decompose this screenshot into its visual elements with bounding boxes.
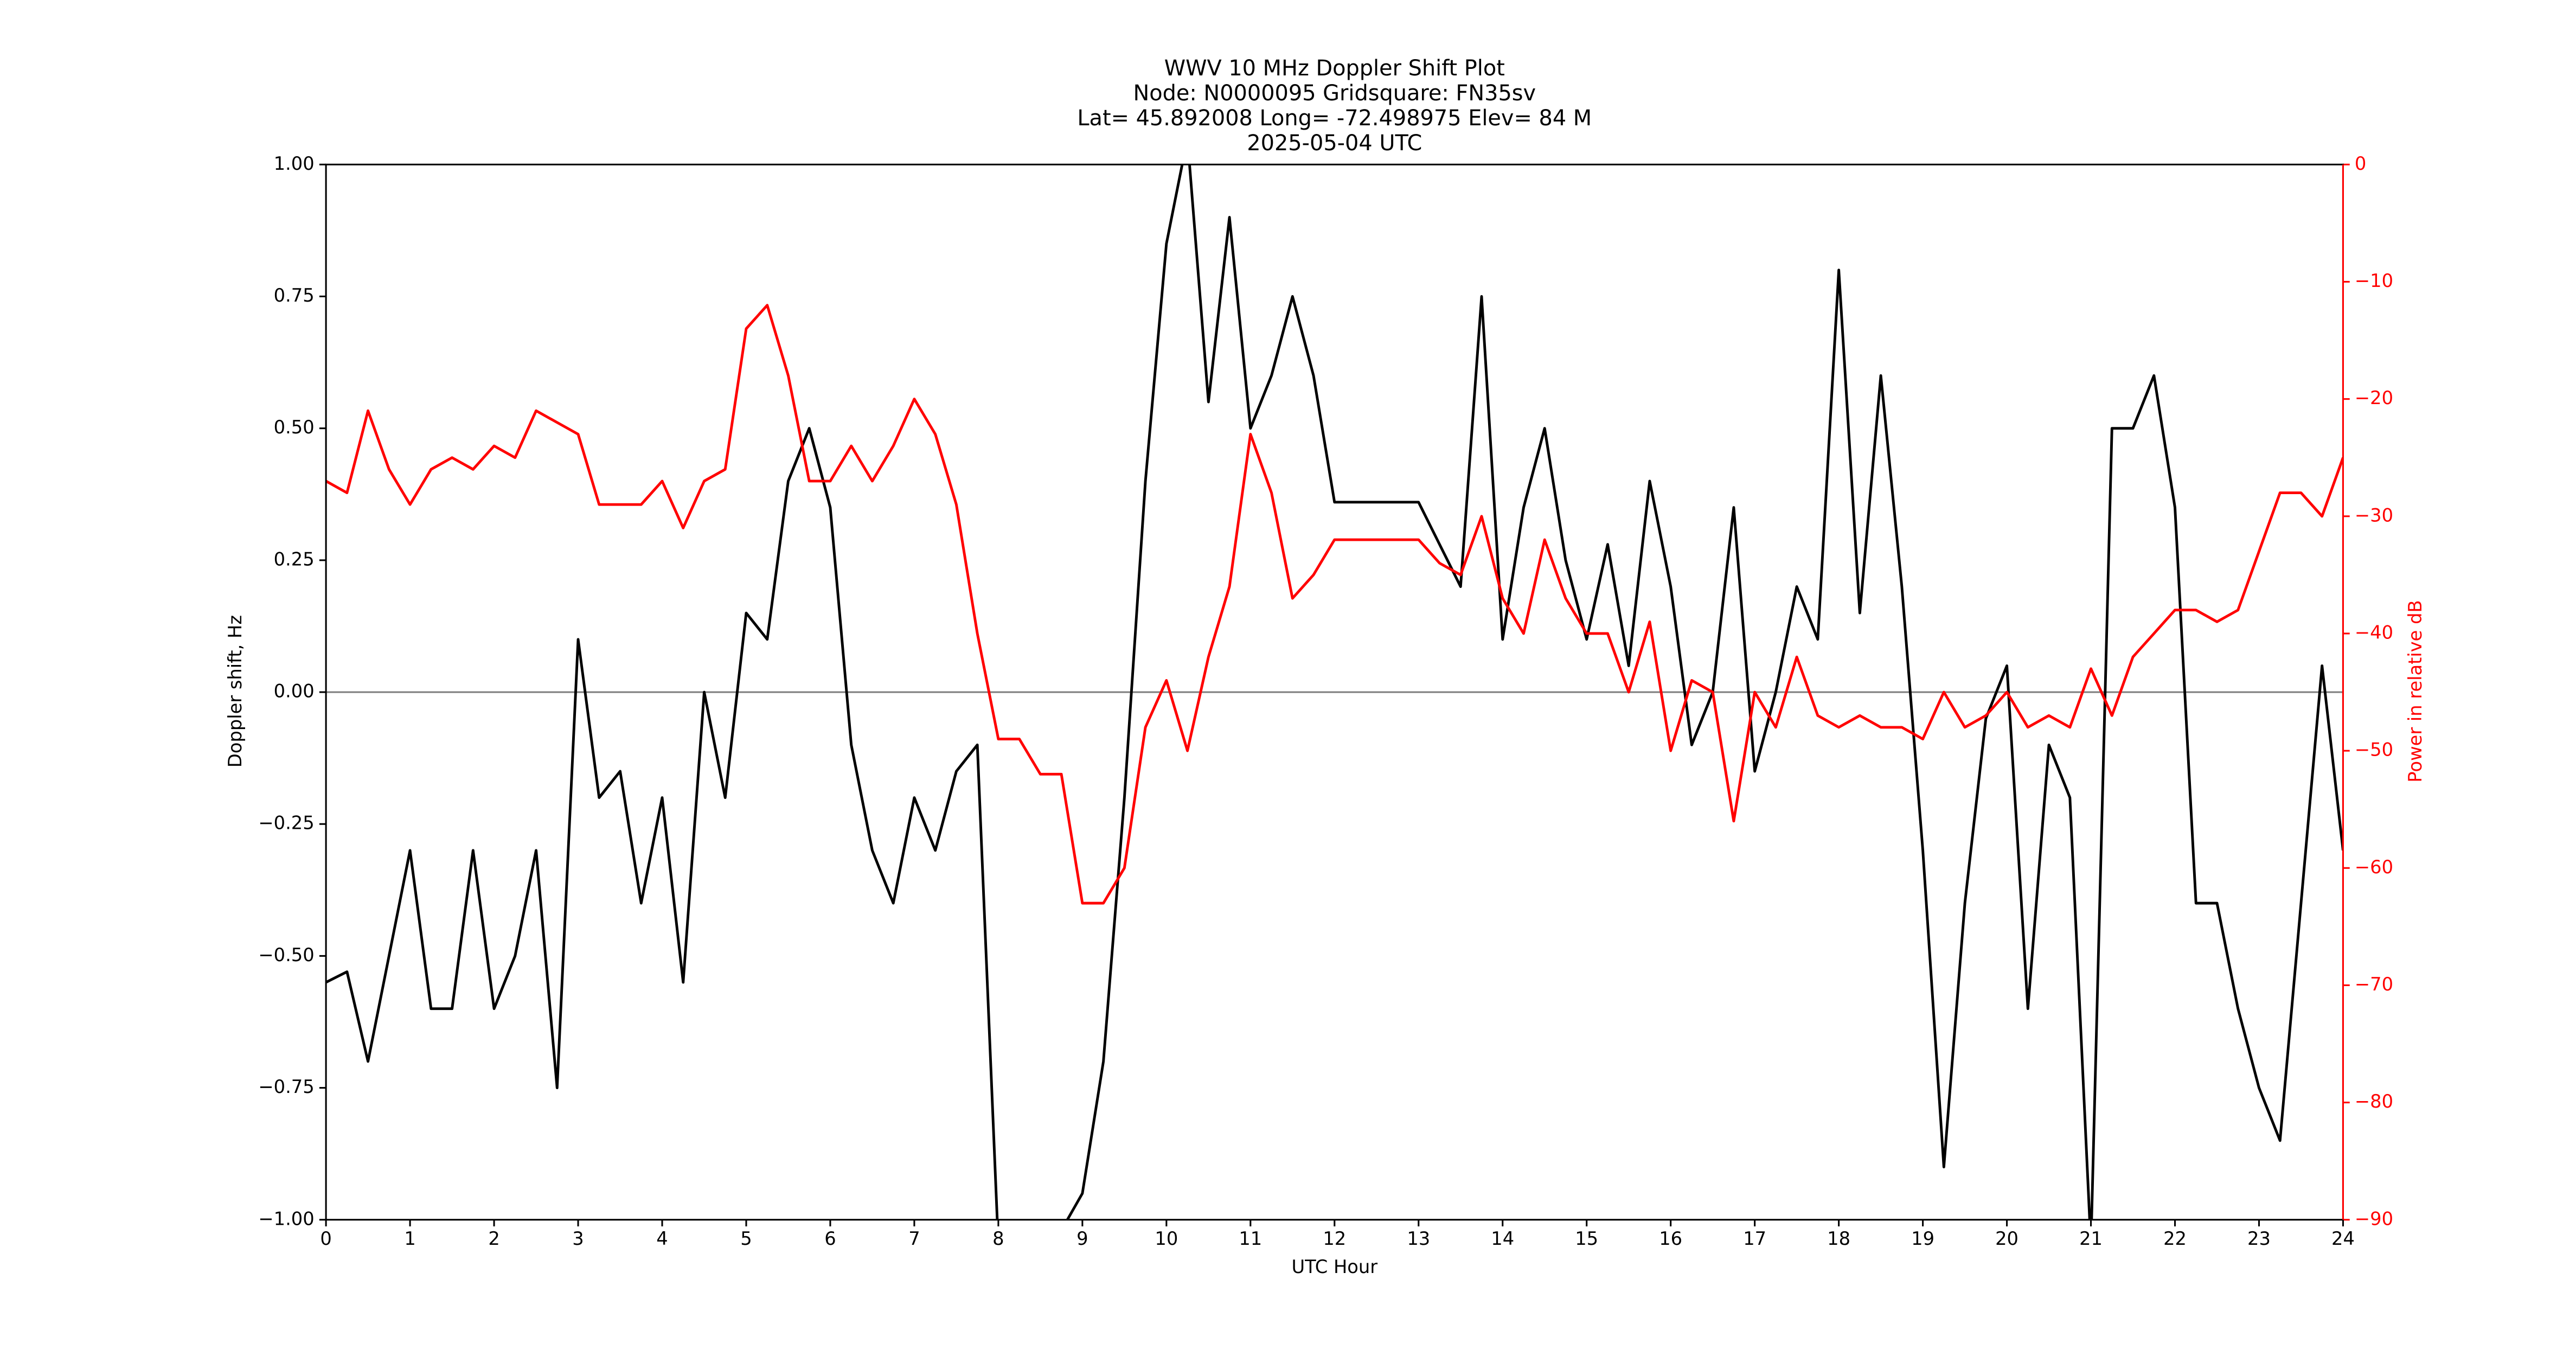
x-tick-label: 23 xyxy=(2247,1228,2271,1249)
y2-tick-label: −40 xyxy=(2355,622,2393,643)
y2-tick-label: −20 xyxy=(2355,387,2393,408)
y2-tick-label: −60 xyxy=(2355,856,2393,878)
x-tick-label: 12 xyxy=(1323,1228,1346,1249)
x-tick-label: 18 xyxy=(1827,1228,1850,1249)
y2-tick-label: 0 xyxy=(2355,153,2366,174)
y2-tick-label: −50 xyxy=(2355,739,2393,760)
y2-tick-label: −90 xyxy=(2355,1208,2393,1229)
y-tick-label: −0.75 xyxy=(258,1076,314,1097)
y-tick-label: 0.75 xyxy=(274,285,315,306)
chart-subtitle: Node: N0000095 Gridsquare: FN35sv xyxy=(1133,81,1536,106)
x-tick-label: 10 xyxy=(1155,1228,1178,1249)
chart-title: WWV 10 MHz Doppler Shift Plot xyxy=(1164,56,1505,81)
x-tick-label: 24 xyxy=(2331,1228,2355,1249)
y-tick-label: 0.00 xyxy=(274,681,315,702)
y-tick-label: −0.25 xyxy=(258,813,314,834)
y-tick-label: 1.00 xyxy=(274,153,315,174)
chart-subtitle: 2025-05-04 UTC xyxy=(1247,131,1422,156)
y2-tick-label: −70 xyxy=(2355,974,2393,995)
x-tick-label: 16 xyxy=(1659,1228,1682,1249)
y2-axis-label: Power in relative dB xyxy=(2405,600,2426,782)
x-tick-label: 3 xyxy=(572,1228,584,1249)
series-line xyxy=(326,304,2343,905)
x-tick-label: 11 xyxy=(1239,1228,1262,1249)
x-tick-label: 22 xyxy=(2163,1228,2187,1249)
y-axis-label: Doppler shift, Hz xyxy=(225,615,246,767)
x-tick-label: 6 xyxy=(824,1228,836,1249)
y-tick-label: 0.50 xyxy=(274,417,315,438)
y2-tick-label: −80 xyxy=(2355,1091,2393,1112)
x-tick-label: 4 xyxy=(656,1228,668,1249)
y-tick-label: −1.00 xyxy=(258,1208,314,1229)
x-tick-label: 2 xyxy=(488,1228,499,1249)
x-tick-label: 19 xyxy=(1911,1228,1934,1249)
x-tick-label: 14 xyxy=(1491,1228,1514,1249)
x-tick-label: 7 xyxy=(908,1228,920,1249)
y-tick-label: 0.25 xyxy=(274,548,315,570)
x-tick-label: 8 xyxy=(992,1228,1004,1249)
y2-tick-label: −10 xyxy=(2355,270,2393,291)
series-line xyxy=(326,164,2343,1220)
x-tick-label: 13 xyxy=(1407,1228,1430,1249)
y2-tick-label: −30 xyxy=(2355,504,2393,526)
x-tick-label: 9 xyxy=(1076,1228,1088,1249)
x-tick-label: 5 xyxy=(740,1228,752,1249)
chart-subtitle: Lat= 45.892008 Long= -72.498975 Elev= 84… xyxy=(1077,106,1592,131)
y-tick-label: −0.50 xyxy=(258,944,314,965)
x-tick-label: 15 xyxy=(1575,1228,1598,1249)
x-tick-label: 17 xyxy=(1743,1228,1766,1249)
x-axis-label: UTC Hour xyxy=(1291,1256,1377,1277)
x-tick-label: 0 xyxy=(320,1228,331,1249)
x-tick-label: 1 xyxy=(404,1228,415,1249)
x-tick-label: 21 xyxy=(2079,1228,2103,1249)
x-tick-label: 20 xyxy=(1995,1228,2018,1249)
